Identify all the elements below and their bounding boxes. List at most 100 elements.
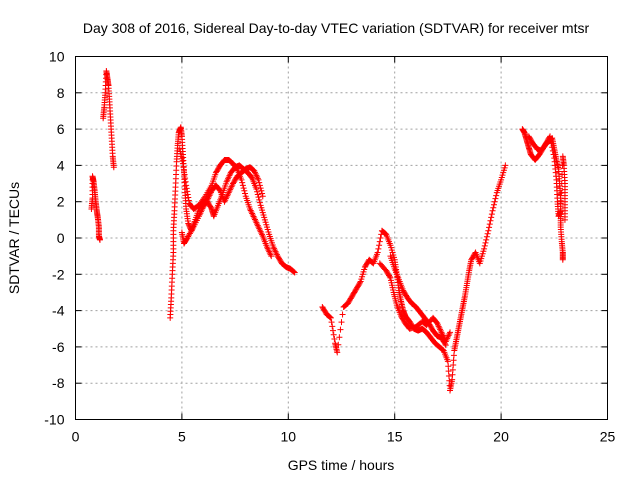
chart-title: Day 308 of 2016, Sidereal Day-to-day VTE… xyxy=(83,20,590,36)
x-tick-label: 15 xyxy=(387,429,403,445)
data-point xyxy=(447,329,454,336)
data-point xyxy=(329,323,336,330)
data-point xyxy=(487,217,494,224)
data-point xyxy=(181,171,188,178)
y-tick-label: 8 xyxy=(57,85,65,101)
data-point xyxy=(442,342,449,349)
data-point xyxy=(492,195,499,202)
data-point xyxy=(491,201,498,208)
data-point xyxy=(439,346,446,353)
data-point xyxy=(326,313,333,320)
data-point xyxy=(491,198,498,205)
y-tick-label: 6 xyxy=(57,121,65,137)
data-point xyxy=(559,256,566,263)
series-seg2 xyxy=(100,68,117,171)
y-tick-label: -6 xyxy=(52,339,65,355)
data-point xyxy=(290,268,297,275)
data-point xyxy=(381,230,388,237)
data-point xyxy=(327,314,334,321)
x-tick-label: 5 xyxy=(178,429,186,445)
data-point xyxy=(337,326,344,333)
data-point xyxy=(549,144,556,151)
y-tick-label: -8 xyxy=(52,375,65,391)
data-point xyxy=(488,214,495,221)
data-point xyxy=(561,216,568,223)
data-point xyxy=(489,207,496,214)
y-tick-label: -2 xyxy=(52,266,65,282)
data-point xyxy=(481,245,488,252)
x-tick-label: 25 xyxy=(600,429,616,445)
series-seg3 xyxy=(167,124,298,321)
data-point xyxy=(184,191,191,198)
data-point xyxy=(256,196,263,203)
data-point xyxy=(327,314,334,321)
x-tick-label: 20 xyxy=(493,429,509,445)
data-point xyxy=(376,238,383,245)
data-point xyxy=(482,239,489,246)
data-point xyxy=(549,147,556,154)
series-seg1 xyxy=(88,173,103,243)
x-axis-label: GPS time / hours xyxy=(288,457,395,473)
data-point xyxy=(253,185,260,192)
data-point xyxy=(336,334,343,341)
data-point xyxy=(183,185,190,192)
y-tick-label: 2 xyxy=(57,194,65,210)
series-seg4 xyxy=(176,146,275,260)
data-point xyxy=(185,197,192,204)
data-point xyxy=(330,331,337,338)
data-point xyxy=(483,236,490,243)
data-point xyxy=(548,140,555,147)
data-point xyxy=(240,185,247,192)
data-point xyxy=(547,136,554,143)
data-point xyxy=(180,164,187,171)
data-point xyxy=(502,162,509,169)
data-point xyxy=(547,133,554,140)
data-point xyxy=(181,167,188,174)
y-tick-label: 0 xyxy=(57,230,65,246)
data-marks xyxy=(88,68,568,394)
data-point xyxy=(254,188,261,195)
data-point xyxy=(254,191,261,198)
data-point xyxy=(255,194,262,201)
data-point xyxy=(191,220,198,227)
series-seg8 xyxy=(387,253,449,349)
axis-ticks xyxy=(75,56,608,420)
y-tick-label: -4 xyxy=(52,303,65,319)
x-tick-labels: 0 5 10 15 20 25 xyxy=(72,429,616,445)
data-point xyxy=(248,174,255,181)
y-tick-label: 4 xyxy=(57,157,65,173)
data-point xyxy=(291,269,298,276)
data-point xyxy=(486,221,493,228)
data-point xyxy=(241,187,248,194)
data-point xyxy=(488,211,495,218)
data-point xyxy=(339,311,346,318)
data-point xyxy=(334,349,341,356)
data-point xyxy=(183,182,190,189)
data-point xyxy=(335,341,342,348)
data-point xyxy=(256,199,263,206)
y-tick-label: 10 xyxy=(49,49,65,65)
data-point xyxy=(374,249,381,256)
data-point xyxy=(290,268,297,275)
data-point xyxy=(369,259,376,266)
data-point xyxy=(442,340,449,347)
data-point xyxy=(239,182,246,189)
data-point xyxy=(490,204,497,211)
series-seg10 xyxy=(525,133,568,223)
series-seg5 xyxy=(178,164,266,247)
data-point xyxy=(386,273,393,280)
y-tick-label: -10 xyxy=(44,412,64,428)
data-point xyxy=(238,176,245,183)
data-point xyxy=(256,179,263,186)
x-tick-label: 0 xyxy=(72,429,80,445)
data-point xyxy=(485,227,492,234)
data-point xyxy=(242,190,249,197)
data-point xyxy=(328,319,335,326)
y-axis-label: SDTVAR / TECUs xyxy=(6,182,22,294)
data-point xyxy=(216,186,223,193)
data-point xyxy=(258,187,265,194)
data-point xyxy=(185,194,192,201)
data-point xyxy=(257,185,264,192)
data-point xyxy=(203,198,210,205)
